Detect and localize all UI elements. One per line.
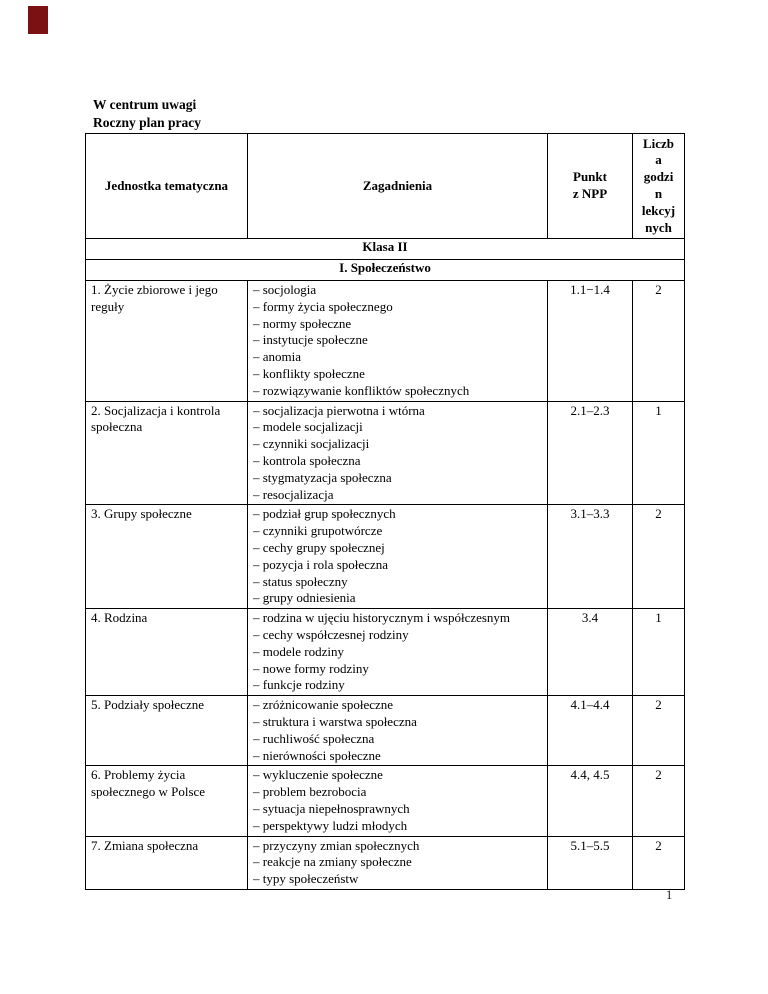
hours-cell: 2 bbox=[632, 504, 685, 610]
table-row: 4. Rodzina – rodzina w ujęciu historyczn… bbox=[85, 608, 685, 697]
table-row: 5. Podziały społeczne – zróżnicowanie sp… bbox=[85, 695, 685, 767]
col-header-npp: Punkt z NPP bbox=[547, 133, 633, 239]
issue-line: – nierówności społeczne bbox=[253, 747, 381, 763]
issue-line: – typy społeczeństw bbox=[253, 871, 359, 887]
issue-line: – socjologia bbox=[253, 282, 317, 297]
issue-line: – problem bezrobocia bbox=[253, 784, 367, 800]
col-header-hours: Liczb a godzi n lekcyj nych bbox=[632, 133, 685, 239]
issue-line: – pozycja i rola społeczna bbox=[253, 556, 388, 572]
npp-cell: 4.4, 4.5 bbox=[547, 765, 633, 837]
issues-cell: – socjologia – formy życia społecznego – n… bbox=[247, 280, 548, 402]
section-row-chapter: I. Społeczeństwo bbox=[85, 259, 685, 281]
npp-cell: 3.4 bbox=[547, 608, 633, 697]
hours-cell: 1 bbox=[632, 608, 685, 697]
table-row: 3. Grupy społeczne – podział grup społec… bbox=[85, 504, 685, 610]
section-label-chapter: I. Społeczeństwo bbox=[85, 259, 685, 281]
issues-cell: – przyczyny zmian społecznych – reakcje n… bbox=[247, 835, 548, 890]
corner-mark bbox=[28, 6, 48, 34]
hours-cell: 1 bbox=[632, 400, 685, 506]
issue-line: – perspektywy ludzi młodych bbox=[253, 817, 408, 833]
issue-line: – sytuacja niepełnosprawnych bbox=[253, 800, 410, 816]
issue-line: – ruchliwość społeczna bbox=[253, 730, 375, 746]
issue-line: – rozwiązywanie konfliktów społecznych bbox=[253, 382, 470, 398]
issue-line: – konflikty społeczne bbox=[253, 365, 365, 381]
section-row-klasa: Klasa II bbox=[85, 238, 685, 260]
page-number: 1 bbox=[666, 888, 673, 902]
hours-cell: 2 bbox=[632, 765, 685, 837]
npp-cell: 3.1–3.3 bbox=[547, 504, 633, 610]
issue-line: – reakcje na zmiany społeczne bbox=[253, 854, 412, 870]
hours-cell: 2 bbox=[632, 835, 685, 890]
issues-cell: – wykluczenie społeczne – problem bezrobo… bbox=[247, 765, 548, 837]
lesson-plan-table: Jednostka tematyczna Zagadnienia Punkt z… bbox=[85, 133, 685, 890]
issue-line: – grupy odniesienia bbox=[253, 590, 356, 606]
hours-cell: 2 bbox=[632, 280, 685, 402]
issue-line: – stygmatyzacja społeczna bbox=[253, 469, 392, 485]
issue-line: – zróżnicowanie społeczne bbox=[253, 697, 394, 713]
table-row: 7. Zmiana społeczna – przyczyny zmian sp… bbox=[85, 835, 685, 890]
topic-cell: 5. Podziały społeczne bbox=[85, 695, 248, 767]
issue-line: – modele rodziny bbox=[253, 643, 344, 659]
topic-cell: 4. Rodzina bbox=[85, 608, 248, 697]
topic-cell: 3. Grupy społeczne bbox=[85, 504, 248, 610]
header-row: Jednostka tematyczna Zagadnienia Punkt z… bbox=[85, 133, 685, 239]
npp-cell: 1.1−1.4 bbox=[547, 280, 633, 402]
npp-cell: 2.1–2.3 bbox=[547, 400, 633, 506]
table-row: 2. Socjalizacja i kontrola społeczna – s… bbox=[85, 400, 685, 506]
col-header-issues: Zagadnienia bbox=[247, 133, 548, 239]
issue-line: – czynniki grupotwórcze bbox=[253, 523, 383, 539]
issue-line: – czynniki socjalizacji bbox=[253, 436, 370, 452]
issue-line: – formy życia społecznego bbox=[253, 298, 393, 314]
npp-cell: 5.1–5.5 bbox=[547, 835, 633, 890]
issue-line: – cechy grupy społecznej bbox=[253, 539, 385, 555]
topic-cell: 2. Socjalizacja i kontrola społeczna bbox=[85, 400, 248, 506]
table-row: 6. Problemy życia społecznego w Polsce –… bbox=[85, 765, 685, 837]
col-header-topic: Jednostka tematyczna bbox=[85, 133, 248, 239]
issue-line: – kontrola społeczna bbox=[253, 452, 361, 468]
issue-line: – rodzina w ujęciu historycznym i współc… bbox=[253, 610, 511, 626]
section-label-klasa: Klasa II bbox=[85, 238, 685, 260]
topic-cell: 7. Zmiana społeczna bbox=[85, 835, 248, 890]
issue-line: – wykluczenie społeczne bbox=[253, 767, 383, 783]
issue-line: – normy społeczne bbox=[253, 315, 352, 331]
table-row: 1. Życie zbiorowe i jego reguły – socjol… bbox=[85, 280, 685, 402]
hours-cell: 2 bbox=[632, 695, 685, 767]
issue-line: – cechy współczesnej rodziny bbox=[253, 626, 409, 642]
issues-cell: – socjalizacja pierwotna i wtórna – model… bbox=[247, 400, 548, 506]
issues-cell: – podział grup społecznych – czynniki gru… bbox=[247, 504, 548, 610]
issue-line: – instytucje społeczne bbox=[253, 332, 368, 348]
issue-line: – funkcje rodziny bbox=[253, 677, 345, 693]
document-header: W centrum uwagi Roczny plan pracy bbox=[93, 96, 201, 132]
issue-line: – modele socjalizacji bbox=[253, 419, 363, 435]
topic-cell: 6. Problemy życia społecznego w Polsce bbox=[85, 765, 248, 837]
issue-line: – struktura i warstwa społeczna bbox=[253, 713, 417, 729]
issue-line: – socjalizacja pierwotna i wtórna bbox=[253, 402, 425, 418]
doc-subtitle: Roczny plan pracy bbox=[93, 115, 201, 130]
issue-line: – podział grup społecznych bbox=[253, 506, 396, 522]
issue-line: – resocjalizacja bbox=[253, 486, 334, 502]
topic-cell: 1. Życie zbiorowe i jego reguły bbox=[85, 280, 248, 402]
issue-line: – status społeczny bbox=[253, 573, 348, 589]
issues-cell: – zróżnicowanie społeczne – struktura i w… bbox=[247, 695, 548, 767]
doc-title: W centrum uwagi bbox=[93, 97, 197, 112]
issue-line: – przyczyny zmian społecznych bbox=[253, 837, 420, 853]
issues-cell: – rodzina w ujęciu historycznym i współc… bbox=[247, 608, 548, 697]
npp-cell: 4.1–4.4 bbox=[547, 695, 633, 767]
issue-line: – nowe formy rodziny bbox=[253, 660, 369, 676]
issue-line: – anomia bbox=[253, 349, 302, 365]
